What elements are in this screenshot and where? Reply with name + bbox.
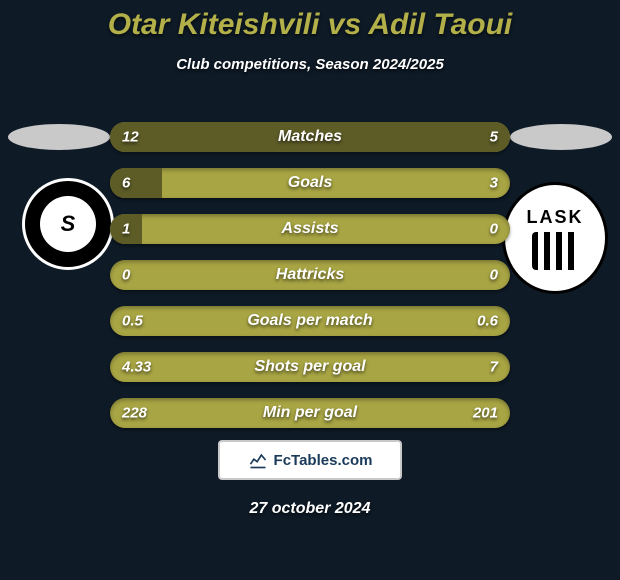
value-left: 12 (122, 129, 139, 146)
metric-label: Min per goal (263, 404, 357, 422)
metric-label: Matches (278, 128, 342, 146)
team-badge-right-text: LASK (527, 207, 584, 228)
metric-row: 6 3 Goals (110, 168, 510, 198)
value-right: 201 (473, 405, 498, 422)
metric-row: 12 5 Matches (110, 122, 510, 152)
shadow-ellipse-left (8, 124, 110, 150)
footer-brand-text: FcTables.com (274, 452, 373, 469)
value-left: 228 (122, 405, 147, 422)
team-badge-left: S (22, 178, 114, 270)
date-text: 27 october 2024 (0, 500, 620, 518)
metric-label: Assists (282, 220, 339, 238)
metric-label: Goals per match (247, 312, 372, 330)
value-left: 0.5 (122, 313, 143, 330)
metric-label: Hattricks (276, 266, 344, 284)
subtitle: Club competitions, Season 2024/2025 (0, 56, 620, 73)
value-left: 4.33 (122, 359, 151, 376)
value-left: 1 (122, 221, 130, 238)
value-right: 0 (490, 221, 498, 238)
value-left: 6 (122, 175, 130, 192)
metric-row: 0.5 0.6 Goals per match (110, 306, 510, 336)
metric-label: Goals (288, 174, 332, 192)
team-badge-left-inner: S (40, 196, 96, 252)
metrics-container: 12 5 Matches 6 3 Goals 1 0 Assists 0 0 Hattricks 0.5… (110, 122, 510, 444)
value-right: 0.6 (477, 313, 498, 330)
page-title: Otar Kiteishvili vs Adil Taoui (0, 0, 620, 42)
value-left: 0 (122, 267, 130, 284)
value-right: 7 (490, 359, 498, 376)
metric-label: Shots per goal (254, 358, 365, 376)
metric-row: 4.33 7 Shots per goal (110, 352, 510, 382)
shadow-ellipse-right (510, 124, 612, 150)
bar-left (110, 168, 162, 198)
chart-icon (248, 450, 268, 470)
team-badge-right-stripes (532, 232, 578, 270)
team-badge-right: LASK (502, 182, 608, 294)
value-right: 0 (490, 267, 498, 284)
metric-row: 0 0 Hattricks (110, 260, 510, 290)
value-right: 3 (490, 175, 498, 192)
footer-brand-box: FcTables.com (218, 440, 402, 480)
metric-row: 228 201 Min per goal (110, 398, 510, 428)
metric-row: 1 0 Assists (110, 214, 510, 244)
value-right: 5 (490, 129, 498, 146)
